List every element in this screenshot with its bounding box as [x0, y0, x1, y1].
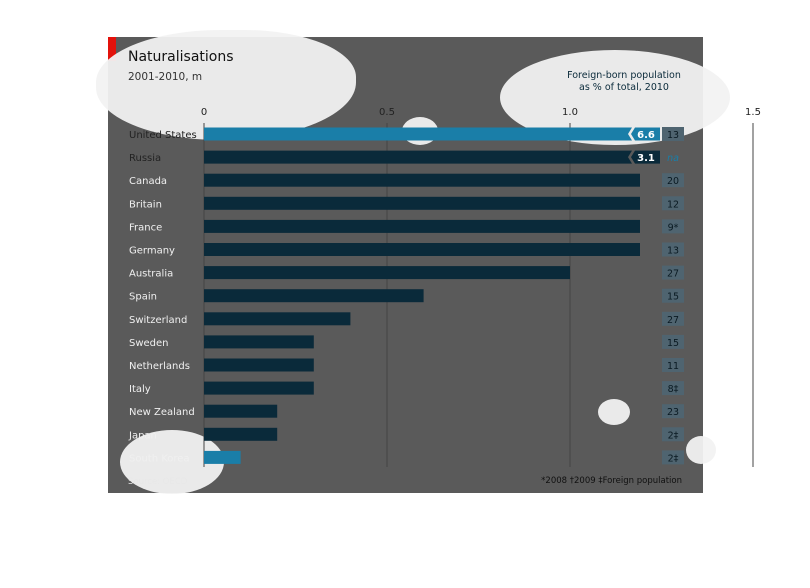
foreign-born-box — [662, 127, 684, 141]
foreign-born-box — [662, 219, 684, 234]
category-label: South Korea — [129, 453, 190, 464]
foreign-born-value: 20 — [667, 176, 679, 187]
bar — [204, 450, 241, 464]
category-label: Switzerland — [129, 315, 187, 326]
bar — [204, 404, 278, 418]
foreign-born-box — [662, 288, 684, 303]
overlay-blob — [598, 399, 630, 425]
foreign-born-value: 8‡ — [668, 384, 679, 395]
bar — [204, 219, 640, 233]
bar — [204, 289, 424, 303]
category-label: Sweden — [129, 338, 169, 349]
chart-source: Source: OECD — [128, 477, 188, 487]
bar-value-label: 6.6 — [637, 130, 655, 141]
bar — [204, 335, 314, 349]
category-label: Australia — [129, 269, 173, 280]
foreign-born-value: 27 — [667, 269, 679, 280]
category-label: Russia — [129, 153, 161, 164]
chart-title: Naturalisations — [128, 49, 234, 65]
chart-subtitle: 2001-2010, m — [128, 71, 203, 83]
foreign-born-value: 27 — [667, 315, 679, 326]
foreign-born-value: 11 — [667, 361, 679, 372]
foreign-born-value: 9* — [668, 222, 679, 233]
foreign-born-box — [662, 450, 684, 465]
foreign-born-header: Foreign-born population as % of total, 2… — [567, 70, 681, 93]
bar — [204, 243, 640, 256]
x-tick-label: 1.0 — [562, 107, 578, 118]
bar — [204, 127, 632, 141]
bar — [204, 358, 314, 372]
overlay-blob — [96, 30, 356, 140]
category-label: Spain — [129, 292, 157, 303]
bar — [204, 196, 640, 210]
foreign-born-value: 13 — [667, 130, 679, 141]
bar — [204, 266, 570, 280]
foreign-born-value: 15 — [667, 292, 679, 303]
bar — [204, 427, 278, 441]
foreign-born-value: 23 — [667, 407, 679, 418]
foreign-born-value: na — [667, 153, 679, 164]
x-tick-label: 0 — [201, 107, 207, 118]
bar — [204, 173, 640, 187]
category-label: Japan — [128, 430, 157, 441]
category-label: Canada — [129, 176, 167, 187]
bar — [204, 381, 314, 395]
foreign-born-box — [662, 242, 684, 257]
category-label: Netherlands — [129, 361, 190, 372]
category-label: Italy — [129, 384, 151, 395]
bar-break-end — [631, 127, 660, 141]
foreign-born-box — [662, 427, 684, 442]
foreign-born-value: 2‡ — [668, 453, 679, 464]
category-label: Germany — [129, 246, 175, 257]
category-label: Britain — [129, 199, 162, 210]
foreign-born-value: 15 — [667, 338, 679, 349]
brand-red-mark — [108, 37, 116, 61]
foreign-born-box — [662, 265, 684, 280]
chart-footnotes: *2008 †2009 ‡Foreign population — [541, 476, 682, 486]
x-tick-label: 1.5 — [745, 107, 761, 118]
bar — [204, 150, 632, 164]
foreign-born-box — [662, 311, 684, 326]
foreign-born-value: 13 — [667, 246, 679, 257]
foreign-born-value: 2‡ — [668, 430, 679, 441]
foreign-born-value: 12 — [667, 199, 679, 210]
foreign-born-box — [662, 334, 684, 349]
foreign-born-box — [662, 404, 684, 419]
foreign-born-box — [662, 173, 684, 188]
bar — [204, 312, 351, 326]
category-label: France — [129, 222, 162, 233]
category-label: United States — [129, 130, 197, 141]
x-tick-label: 0.5 — [379, 107, 395, 118]
foreign-born-box — [662, 358, 684, 372]
foreign-born-box — [662, 196, 684, 211]
category-label: New Zealand — [129, 407, 195, 418]
foreign-born-box — [662, 381, 684, 396]
bar-break-end — [631, 150, 660, 164]
overlay-blob — [686, 436, 716, 464]
bar-value-label: 3.1 — [637, 153, 655, 164]
